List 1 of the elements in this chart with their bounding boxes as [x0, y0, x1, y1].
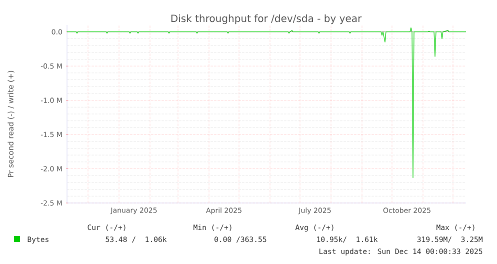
chart-title: Disk throughput for /dev/sda - by year	[171, 14, 362, 24]
